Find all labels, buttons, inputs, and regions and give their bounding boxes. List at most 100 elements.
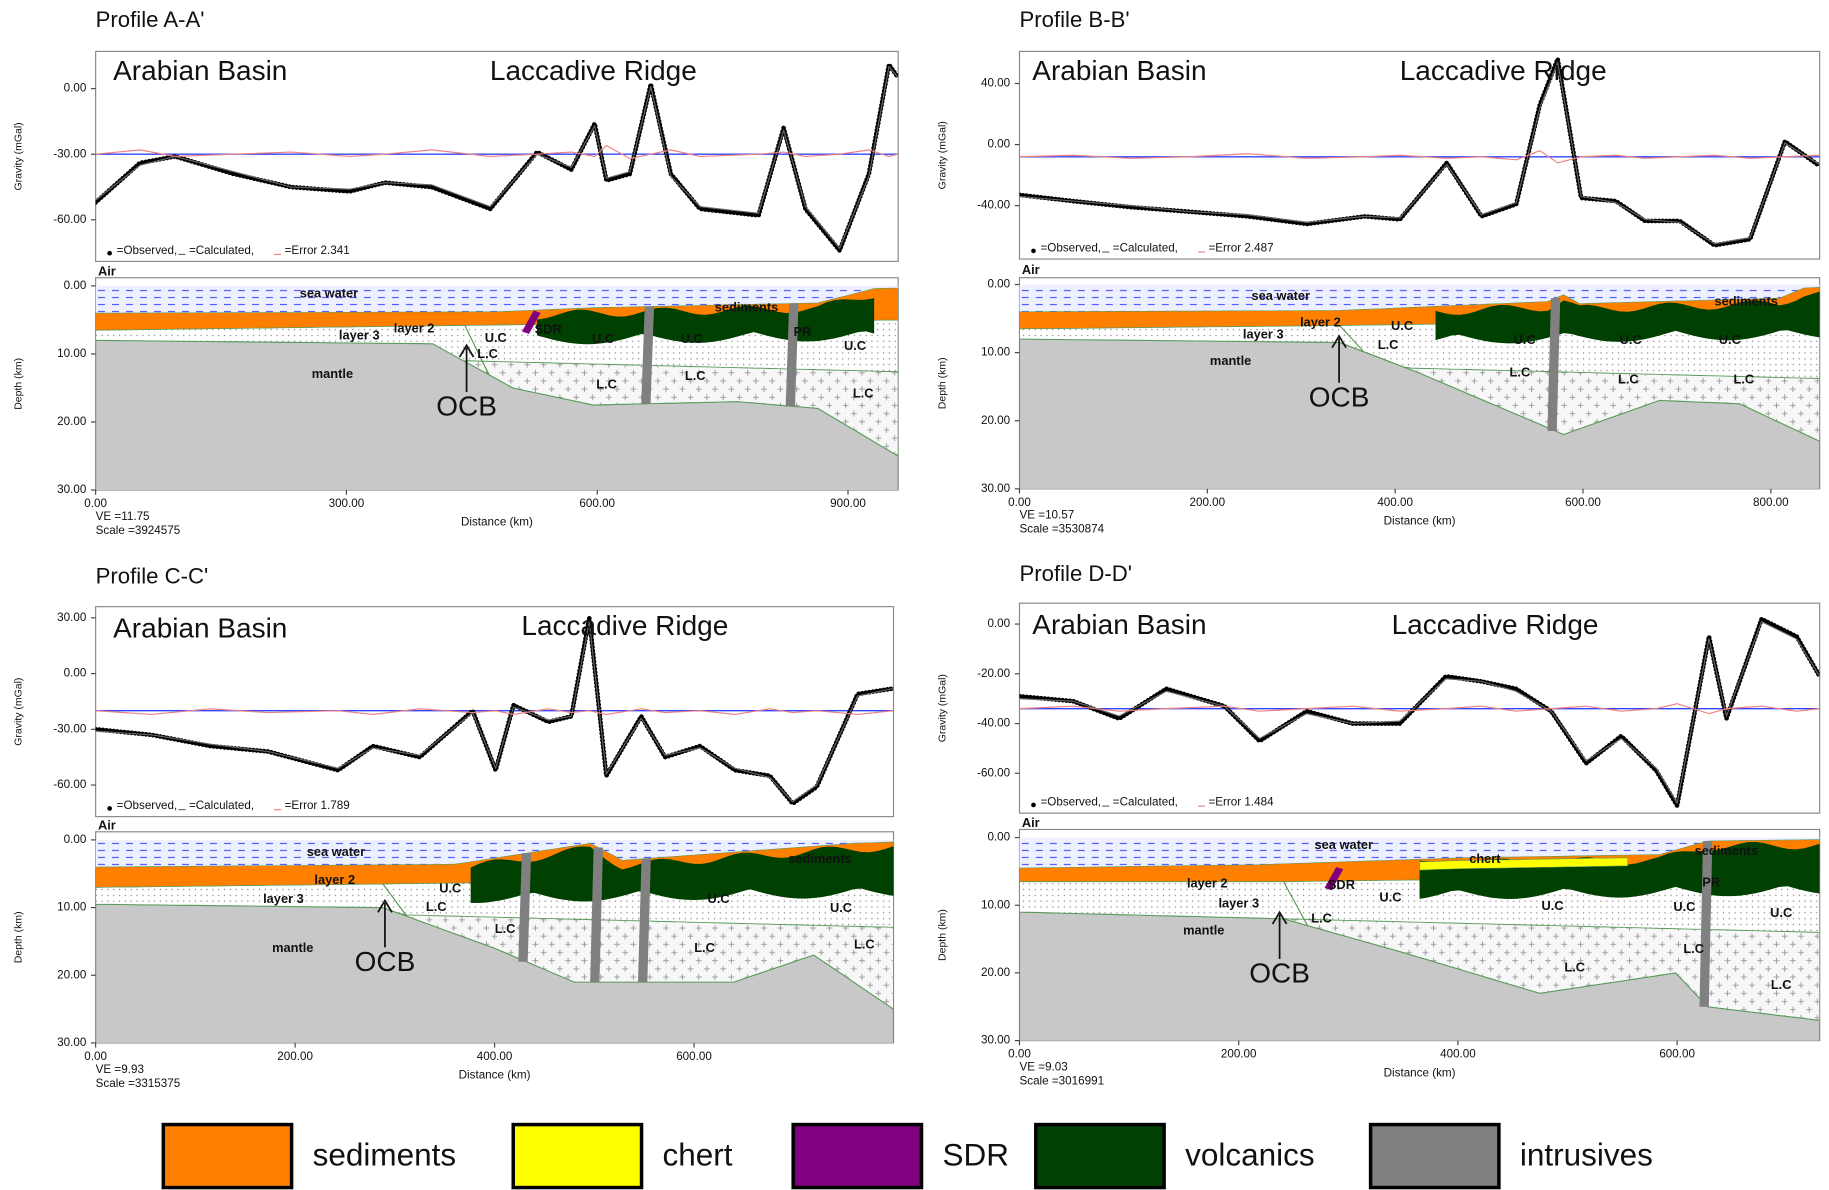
y-axis-label: Gravity (mGal) (13, 122, 24, 190)
legend-swatch (1036, 1125, 1164, 1188)
x-tick-label: 400.00 (1377, 496, 1413, 509)
x-tick-label: 200.00 (1221, 1048, 1257, 1061)
ocb-label: OCB (1309, 381, 1370, 412)
y-tick-label: -60.00 (53, 213, 87, 226)
section-label: U.C (1719, 332, 1741, 347)
section-label: sea water (1315, 837, 1373, 852)
scale-label: Scale =3016991 (1019, 1074, 1104, 1087)
legend-label: =Error 1.789 (285, 799, 350, 812)
y-tick-label: 30.00 (57, 611, 87, 624)
x-tick-label: 400.00 (477, 1050, 513, 1063)
depth-tick-label: 0.00 (987, 831, 1010, 844)
section-label: mantle (272, 940, 313, 955)
legend-label: =Observed, (117, 244, 178, 257)
x-axis-label: Distance (km) (461, 516, 533, 529)
x-tick-label: 0.00 (84, 1050, 107, 1063)
x-tick-label: 400.00 (1440, 1048, 1476, 1061)
legend-swatch (1371, 1125, 1499, 1188)
ocb-label: OCB (1249, 958, 1310, 989)
section-label: L.C (1378, 337, 1399, 352)
section-label: Air (98, 817, 116, 832)
section-label: L.C (426, 899, 447, 914)
x-axis-label: Distance (km) (1384, 1066, 1456, 1079)
section-label: layer 3 (1218, 896, 1259, 911)
x-tick-label: 200.00 (277, 1050, 313, 1063)
x-tick-label: 300.00 (329, 497, 365, 510)
panel-title: Profile C-C' (96, 563, 209, 588)
section (1019, 284, 1819, 502)
section-label: U.C (439, 880, 461, 895)
legend-label: =Observed, (1040, 796, 1101, 809)
section-label: U.C (592, 331, 614, 346)
section (96, 840, 894, 1056)
section-label: L.C (854, 936, 875, 951)
legend-label: sediments (313, 1137, 457, 1173)
y-axis-label: Gravity (mGal) (13, 678, 24, 746)
section-label: sediments (788, 851, 851, 866)
legend-swatch (513, 1125, 641, 1188)
section-label: L.C (1510, 365, 1531, 380)
section-label: U.C (1770, 905, 1792, 920)
section-label: sea water (1252, 288, 1310, 303)
section-label: layer 3 (1243, 326, 1284, 341)
depth-tick-label: 0.00 (64, 833, 87, 846)
y-tick-label: 0.00 (987, 617, 1010, 630)
depth-tick-label: 20.00 (981, 966, 1011, 979)
y-tick-label: -40.00 (977, 199, 1011, 212)
section-label: L.C (477, 346, 498, 361)
section-label: sea water (307, 844, 365, 859)
legend-marker (107, 806, 112, 811)
legend-label: =Calculated, (1113, 796, 1178, 809)
x-axis-label: Distance (km) (459, 1069, 531, 1082)
legend-label: =Observed, (1040, 242, 1101, 255)
section-label: layer 2 (394, 320, 435, 335)
section-label: mantle (312, 366, 353, 381)
section-label: L.C (1771, 977, 1792, 992)
region-label: Laccadive Ridge (1392, 609, 1599, 640)
panel-title: Profile D-D' (1019, 561, 1132, 586)
y-axis-label: Gravity (mGal) (937, 121, 948, 189)
section-label: L.C (495, 921, 516, 936)
x-tick-label: 900.00 (830, 497, 866, 510)
section-label: L.C (1618, 372, 1639, 387)
x-tick-label: 0.00 (1008, 1048, 1031, 1061)
x-tick-label: 600.00 (579, 497, 615, 510)
x-tick-label: 600.00 (1565, 496, 1601, 509)
depth-tick-label: 10.00 (57, 347, 87, 360)
depth-tick-label: 30.00 (981, 482, 1011, 495)
legend-swatch (163, 1125, 291, 1188)
section-label: L.C (853, 386, 874, 401)
page: {"chart_data": [ {"type": "line", "title… (0, 0, 1829, 1190)
depth-axis-label: Depth (km) (937, 909, 948, 961)
section-label: U.C (707, 891, 729, 906)
section-label: mantle (1210, 353, 1251, 368)
section-label: SDR (535, 322, 562, 337)
section-label: layer 2 (1300, 315, 1341, 330)
depth-tick-label: 0.00 (64, 279, 87, 292)
section-label: mantle (1183, 922, 1224, 937)
y-tick-label: -30.00 (53, 147, 87, 160)
legend-swatch (793, 1125, 921, 1188)
legend-marker (107, 251, 112, 256)
x-axis-label: Distance (km) (1384, 515, 1456, 528)
depth-tick-label: 10.00 (981, 898, 1011, 911)
depth-tick-label: 20.00 (981, 414, 1011, 427)
section-label: Air (1022, 815, 1040, 830)
legend-label: volcanics (1185, 1137, 1315, 1173)
section-label: L.C (685, 368, 706, 383)
section-label: SDR (1328, 877, 1355, 892)
section-label: L.C (694, 940, 715, 955)
legend-label: =Error 2.341 (285, 244, 350, 257)
legend-marker (1031, 249, 1036, 254)
legend-label: SDR (942, 1137, 1008, 1173)
depth-tick-label: 20.00 (57, 968, 87, 981)
section-label: PR (794, 324, 812, 339)
section-label: U.C (830, 900, 852, 915)
legend-label: chert (663, 1137, 733, 1173)
x-tick-label: 200.00 (1189, 496, 1225, 509)
section-label: sea water (300, 285, 358, 300)
y-tick-label: -60.00 (977, 766, 1011, 779)
x-tick-label: 600.00 (676, 1050, 712, 1063)
depth-tick-label: 0.00 (987, 278, 1010, 291)
y-axis-label: Gravity (mGal) (937, 674, 948, 742)
